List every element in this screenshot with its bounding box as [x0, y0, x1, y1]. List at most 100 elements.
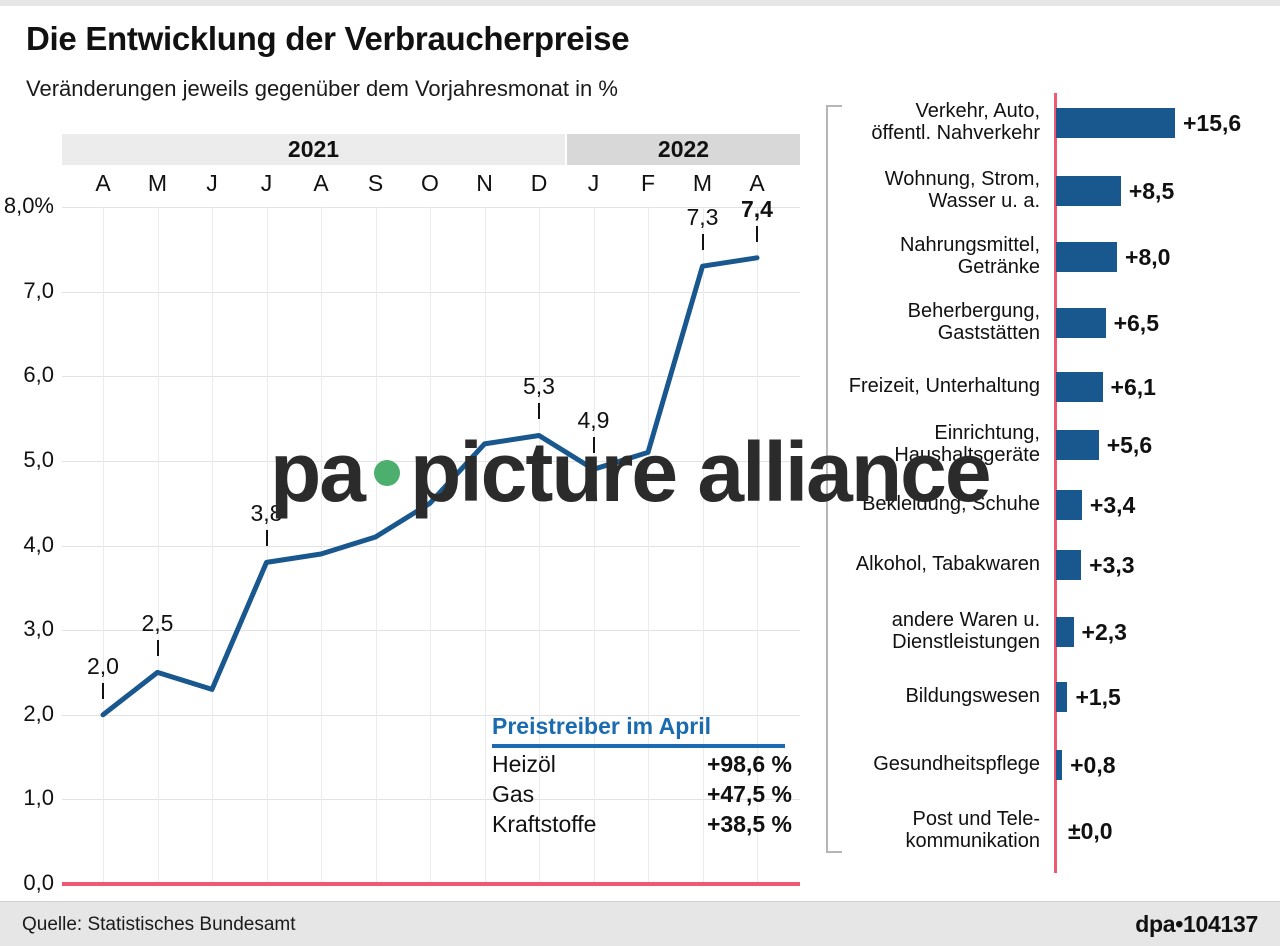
bar [1056, 550, 1082, 580]
year-band-2022: 2022 [567, 134, 800, 165]
picture-alliance-watermark: pa picture alliance [270, 430, 992, 514]
bar [1056, 750, 1063, 780]
bar-category-label: Beherbergung, Gaststätten [907, 300, 1040, 344]
bar-value-label: +2,3 [1081, 619, 1127, 645]
data-point-leader [156, 640, 159, 657]
data-point-label: 7,4 [741, 195, 773, 222]
preistreiber-item-name: Gas [492, 781, 535, 807]
preistreiber-item-value: +38,5 % [706, 811, 792, 837]
grid-line-vertical [321, 207, 322, 884]
month-label: J [206, 170, 218, 196]
data-point-label: 7,3 [686, 204, 719, 231]
zero-baseline [62, 882, 800, 886]
bar-value-label: +6,5 [1113, 310, 1159, 336]
bar-value-label: +8,5 [1128, 178, 1175, 204]
preistreiber-row: Heizöl +98,6 % [492, 751, 792, 778]
bar-category-label: Einrichtung, Haushaltsgeräte [894, 422, 1040, 466]
month-label: A [749, 170, 765, 196]
month-label: M [147, 170, 168, 196]
bar-category-label: Freizeit, Unterhaltung [848, 375, 1040, 397]
preistreiber-rows: Heizöl +98,6 % Gas +47,5 % Kraftstoffe +38,5 … [492, 751, 792, 838]
data-point-leader [102, 682, 104, 699]
bar [1056, 682, 1068, 712]
data-point-leader [592, 437, 595, 454]
bar-value-label: +8,0 [1125, 244, 1171, 270]
bar-category-label: Bildungswesen [905, 685, 1040, 707]
top-divider [0, 0, 1280, 6]
footer-bar: Quelle: Statistisches Bundesamt dpa•1041… [0, 901, 1280, 946]
green-dot-icon [374, 459, 401, 486]
watermark-pa: pa [270, 425, 366, 519]
month-label: A [313, 170, 329, 196]
grid-line-vertical [212, 207, 213, 884]
y-axis-tick-label: 6,0 [23, 362, 54, 388]
data-point-label: 3,8 [250, 500, 283, 527]
bar-category-label: Alkohol, Tabakwaren [855, 553, 1040, 575]
y-axis-tick-label: 0,0 [23, 870, 54, 895]
month-label: M [692, 170, 713, 196]
page-subtitle: Veränderungen jeweils gegenüber dem Vorj… [26, 76, 618, 101]
month-label: D [530, 170, 548, 196]
data-point-leader [701, 234, 704, 251]
data-point-label: 4,9 [577, 407, 610, 434]
bar-chart-axis-line [1054, 93, 1057, 873]
month-label: J [587, 170, 600, 196]
month-label: J [260, 170, 273, 196]
grid-line-horizontal [62, 207, 800, 208]
preistreiber-row: Kraftstoffe +38,5 % [492, 811, 792, 838]
bar-category-label: Verkehr, Auto, öffentl. Nahverkehr [871, 100, 1040, 144]
bar [1056, 430, 1099, 460]
y-axis-tick-label: 2,0 [23, 700, 54, 726]
preistreiber-item-value: +47,5 % [706, 781, 792, 807]
data-point-label: 2,0 [87, 652, 119, 679]
y-axis-tick-label: 7,0 [23, 277, 54, 303]
preistreiber-box: Preistreiber im April Heizöl +98,6 % Gas +4… [492, 713, 792, 838]
category-bar-chart: Verkehr, Auto, öffentl. Nahverkehr +15,6 Wo… [820, 90, 1280, 880]
bar-category-label: Gesundheitspflege [873, 753, 1040, 775]
bar-value-label: ±0,0 [1068, 818, 1113, 844]
y-axis-tick-label: 1,0 [23, 785, 54, 811]
bar-category-label: Nahrungsmittel, Getränke [899, 234, 1040, 278]
month-label: N [476, 170, 493, 196]
bar-value-label: +5,6 [1106, 432, 1153, 458]
year-band-2021: 2021 [62, 134, 565, 165]
y-axis-tick-label: 4,0 [23, 531, 54, 557]
bar [1056, 176, 1121, 206]
preistreiber-row: Gas +47,5 % [492, 781, 792, 808]
category-bracket [826, 105, 842, 853]
month-label: O [421, 170, 439, 196]
grid-line-horizontal [62, 799, 800, 801]
data-point-label: 5,3 [523, 373, 555, 400]
bar-category-label: Post und Tele-kommunikation [905, 808, 1040, 852]
bar [1056, 617, 1074, 647]
bar-category-label: Bekleidung, Schuhe [862, 493, 1040, 515]
bar-value-label: +0,8 [1070, 752, 1116, 778]
grid-line-horizontal [62, 545, 800, 547]
bar-value-label: +6,1 [1110, 374, 1156, 400]
bar-category-label: Wohnung, Strom, Wasser u. a. [884, 168, 1040, 212]
source-label: Quelle: Statistisches Bundesamt [22, 914, 296, 935]
bar-value-label: +15,6 [1183, 110, 1242, 136]
preistreiber-item-value: +98,6 % [706, 751, 792, 777]
bar [1056, 108, 1175, 138]
preistreiber-rule [492, 744, 785, 748]
data-point-label: 2,5 [141, 610, 174, 637]
dpa-credit: dpa•104137 [1135, 911, 1258, 937]
grid-line-horizontal [62, 376, 800, 378]
watermark-text: picture alliance [410, 425, 992, 519]
grid-line-vertical [103, 207, 104, 884]
data-point-leader [265, 530, 268, 547]
preistreiber-title: Preistreiber im April [492, 713, 712, 739]
grid-line-vertical [484, 207, 486, 884]
bar-value-label: +3,4 [1089, 492, 1136, 518]
bar-value-label: +3,3 [1089, 552, 1135, 578]
bar [1056, 372, 1103, 402]
data-point-leader [538, 403, 540, 420]
y-axis-tick-label: 3,0 [23, 616, 54, 642]
bar [1056, 490, 1082, 520]
bar-category-label: andere Waren u. Dienstleistungen [891, 609, 1040, 653]
bar [1056, 308, 1106, 338]
bar-value-label: +1,5 [1075, 684, 1121, 710]
y-axis-tick-label: 5,0 [23, 446, 54, 472]
